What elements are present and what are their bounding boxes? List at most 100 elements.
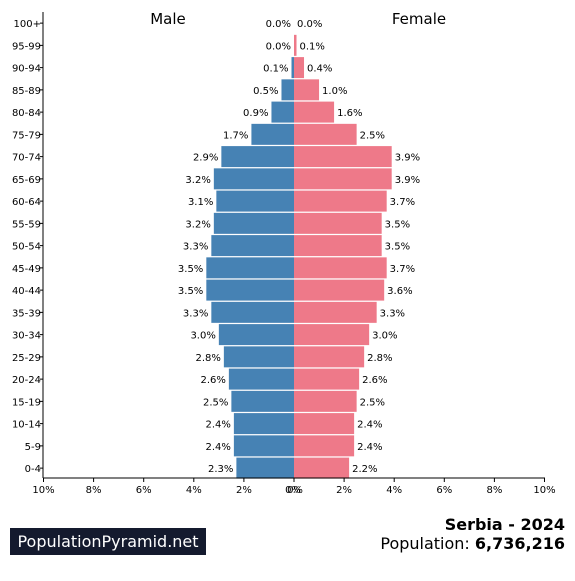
female-bars — [294, 34, 392, 479]
age-group-labels: 100+ 95-99 90-94 85-89 80-84 75-79 70-74 65-69 6… — [12, 19, 41, 475]
x-tick-label-left-8%: 8% — [86, 485, 102, 496]
age-label-35-39: 35-39 — [12, 308, 41, 319]
female-value-label-95-99: 0.1% — [300, 41, 325, 52]
female-value-label-20-24: 2.6% — [362, 375, 387, 386]
male-value-label-80-84: 0.9% — [243, 108, 268, 119]
male-bar-5-9 — [233, 435, 294, 457]
female-value-label-55-59: 3.5% — [385, 219, 410, 230]
female-bar-90-94 — [294, 57, 305, 79]
age-label-10-14: 10-14 — [12, 420, 41, 431]
female-bar-65-69 — [294, 168, 392, 190]
female-value-label-90-94: 0.4% — [307, 64, 332, 75]
male-value-label-60-64: 3.1% — [188, 197, 213, 208]
male-bar-0-4 — [236, 457, 294, 479]
male-bar-40-44 — [206, 279, 294, 301]
female-value-label-30-34: 3.0% — [372, 331, 397, 342]
male-value-label-95-99: 0.0% — [266, 41, 291, 52]
age-label-45-49: 45-49 — [12, 264, 41, 275]
age-label-75-79: 75-79 — [12, 130, 41, 141]
male-value-label-30-34: 3.0% — [190, 331, 215, 342]
female-bar-35-39 — [294, 301, 377, 323]
female-bar-80-84 — [294, 101, 335, 123]
age-label-80-84: 80-84 — [12, 108, 41, 119]
male-value-label-75-79: 1.7% — [223, 130, 248, 141]
x-tick-label-left-4%: 4% — [186, 485, 202, 496]
age-label-50-54: 50-54 — [12, 242, 41, 253]
age-label-30-34: 30-34 — [12, 331, 41, 342]
female-bar-50-54 — [294, 235, 382, 257]
female-bar-25-29 — [294, 346, 365, 368]
age-label-55-59: 55-59 — [12, 219, 41, 230]
male-bar-90-94 — [291, 57, 294, 79]
male-value-label-15-19: 2.5% — [203, 397, 228, 408]
female-value-label-50-54: 3.5% — [385, 242, 410, 253]
male-bar-80-84 — [271, 101, 294, 123]
female-value-label-45-49: 3.7% — [390, 264, 415, 275]
age-label-60-64: 60-64 — [12, 197, 41, 208]
male-value-label-55-59: 3.2% — [185, 219, 210, 230]
x-tick-label-right-10%: 10% — [533, 485, 555, 496]
male-value-label-85-89: 0.5% — [253, 86, 278, 97]
male-bar-30-34 — [218, 324, 294, 346]
male-bar-85-89 — [281, 79, 294, 101]
female-value-label-80-84: 1.6% — [337, 108, 362, 119]
male-value-label-50-54: 3.3% — [183, 242, 208, 253]
age-label-70-74: 70-74 — [12, 153, 41, 164]
male-bar-20-24 — [228, 368, 294, 390]
male-bars — [206, 57, 294, 479]
female-value-label-75-79: 2.5% — [360, 130, 385, 141]
male-value-label-70-74: 2.9% — [193, 153, 218, 164]
male-bar-15-19 — [231, 390, 294, 412]
age-label-90-94: 90-94 — [12, 64, 41, 75]
male-value-label-5-9: 2.4% — [205, 442, 230, 453]
x-tick-label-right-6%: 6% — [436, 485, 452, 496]
male-value-label-90-94: 0.1% — [263, 64, 288, 75]
female-value-label-10-14: 2.4% — [357, 420, 382, 431]
male-bar-60-64 — [216, 190, 294, 212]
population-total: Population: 6,736,216 — [380, 534, 565, 553]
female-value-label-35-39: 3.3% — [380, 308, 405, 319]
age-label-95-99: 95-99 — [12, 41, 41, 52]
male-bar-70-74 — [221, 146, 294, 168]
female-value-label-85-89: 1.0% — [322, 86, 347, 97]
male-value-label-100+: 0.0% — [266, 19, 291, 30]
male-value-label-0-4: 2.3% — [208, 464, 233, 475]
x-tick-label-left-10%: 10% — [32, 485, 54, 496]
female-bar-55-59 — [294, 212, 382, 234]
populationpyramid-logo: PopulationPyramid.net — [10, 528, 206, 555]
male-value-label-65-69: 3.2% — [185, 175, 210, 186]
female-bar-30-34 — [294, 324, 370, 346]
female-bar-15-19 — [294, 390, 357, 412]
male-value-label-10-14: 2.4% — [205, 420, 230, 431]
female-bar-0-4 — [294, 457, 350, 479]
female-value-label-15-19: 2.5% — [360, 397, 385, 408]
male-bar-45-49 — [206, 257, 294, 279]
female-bar-5-9 — [294, 435, 355, 457]
female-bar-40-44 — [294, 279, 385, 301]
x-tick-label-right-2%: 2% — [336, 485, 352, 496]
female-value-label-70-74: 3.9% — [395, 153, 420, 164]
male-heading: Male — [150, 10, 186, 28]
female-bar-70-74 — [294, 146, 392, 168]
male-bar-55-59 — [213, 212, 294, 234]
country-year-title: Serbia - 2024 — [444, 515, 565, 534]
female-bar-60-64 — [294, 190, 387, 212]
male-bar-35-39 — [211, 301, 294, 323]
population-value: 6,736,216 — [474, 534, 565, 553]
female-value-label-5-9: 2.4% — [357, 442, 382, 453]
x-tick-label-left-2%: 2% — [236, 485, 252, 496]
age-label-85-89: 85-89 — [12, 86, 41, 97]
female-bar-45-49 — [294, 257, 387, 279]
x-tick-label-left-0%: 0% — [285, 485, 301, 496]
male-value-label-25-29: 2.8% — [195, 353, 220, 364]
age-label-25-29: 25-29 — [12, 353, 41, 364]
male-bar-10-14 — [233, 413, 294, 435]
age-label-65-69: 65-69 — [12, 175, 41, 186]
female-value-label-65-69: 3.9% — [395, 175, 420, 186]
male-value-label-35-39: 3.3% — [183, 308, 208, 319]
female-bar-75-79 — [294, 123, 357, 145]
age-label-15-19: 15-19 — [12, 397, 41, 408]
x-tick-label-left-6%: 6% — [136, 485, 152, 496]
age-label-0-4: 0-4 — [25, 464, 41, 475]
